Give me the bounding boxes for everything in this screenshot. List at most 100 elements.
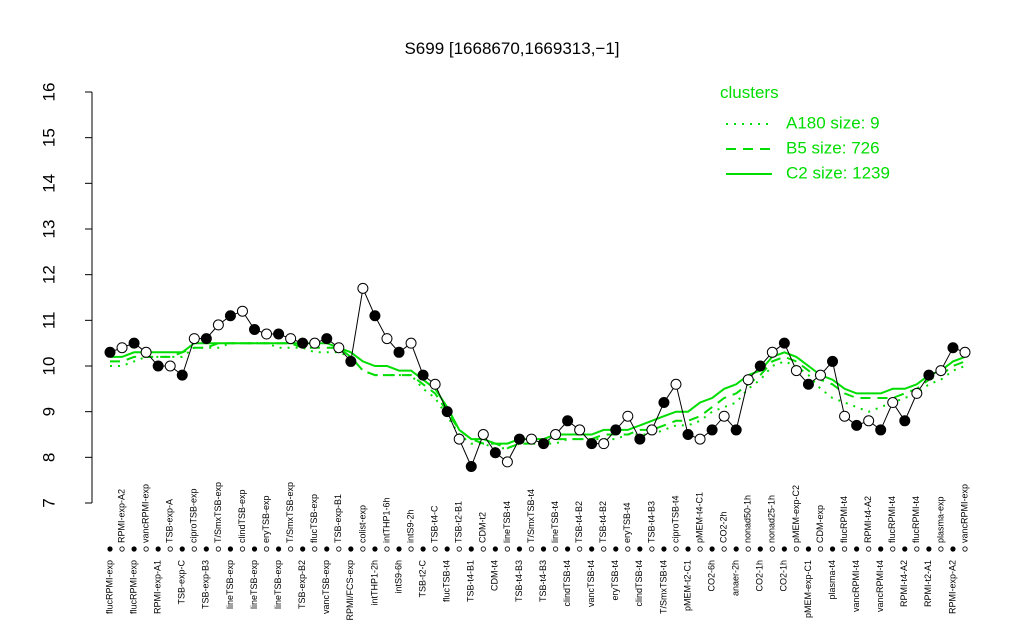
x-tick-label: TSB-exp-B3	[201, 560, 211, 609]
rug-dot	[625, 546, 631, 552]
x-tick-label: flucRPMI-t4	[839, 496, 849, 543]
data-point	[646, 424, 658, 436]
y-tick-label: 7	[39, 498, 58, 507]
y-tick-label: 12	[39, 265, 58, 284]
x-tick-label: TSB-t4-B3	[646, 501, 656, 543]
rug-dot	[841, 546, 848, 552]
x-tick-label: T/SmxTSB-t4	[658, 560, 668, 614]
rug-dot	[962, 546, 968, 552]
x-tick-label: vancTSB-exp	[321, 560, 331, 614]
rug-dot	[504, 546, 510, 552]
y-tick-label: 10	[39, 357, 58, 376]
data-point	[839, 410, 851, 422]
x-tick-label: pMEM-exp-C1	[803, 560, 813, 618]
x-tick-label: eryTSB-exp	[261, 495, 271, 543]
rug-dot	[227, 546, 234, 552]
data-point	[128, 337, 140, 349]
data-point	[453, 433, 465, 445]
x-tick-label: flucTSB-t4	[442, 560, 452, 602]
rug-dot	[854, 546, 860, 552]
rug-dot	[866, 546, 872, 552]
rug-dot	[516, 546, 523, 552]
x-tick-label: lineTSB-t4	[550, 501, 560, 543]
x-tick-label: TSB-t4-B2	[574, 501, 584, 543]
rug-dot	[167, 546, 173, 552]
rug-dot	[733, 546, 739, 552]
data-point	[236, 305, 248, 317]
rug-dot	[251, 546, 258, 552]
x-tick-label: nonad50-1h	[743, 495, 753, 543]
x-tick-label: plasma-t4	[827, 560, 837, 600]
data-point	[911, 387, 923, 399]
data-point	[694, 433, 706, 445]
data-point	[851, 419, 863, 431]
rug-dot	[119, 546, 125, 552]
data-point	[814, 369, 826, 381]
data-point	[249, 323, 261, 335]
x-tick-label: TSB-t2-C	[417, 560, 427, 598]
x-tick-label: ciproTSB-exp	[189, 488, 199, 543]
x-tick-label: vancRPMI-exp	[141, 484, 151, 543]
data-point	[634, 433, 646, 445]
rug-dot	[817, 546, 824, 552]
rug-dot	[661, 546, 667, 552]
x-tick-label: colist-exp	[357, 505, 367, 543]
data-point	[754, 360, 766, 372]
x-tick-label: ciproTSB-t4	[670, 495, 680, 543]
data-point	[429, 378, 441, 390]
x-tick-label: flucRPMI-t4	[911, 496, 921, 543]
data-point	[273, 328, 285, 340]
data-point	[802, 378, 814, 390]
data-point	[393, 346, 405, 358]
x-tick-label: CO2-6h	[706, 560, 716, 592]
data-point	[682, 429, 694, 440]
data-point	[899, 415, 911, 427]
rug-dot	[829, 546, 836, 552]
x-tick-label: lineTSB-exp	[225, 560, 235, 609]
rug-dot	[890, 546, 896, 552]
rug-dot	[300, 546, 306, 552]
rug-dot	[408, 546, 414, 552]
data-point	[513, 433, 525, 445]
rug-dot	[480, 546, 486, 552]
rug-dot	[420, 546, 426, 552]
data-point	[104, 346, 116, 358]
x-tick-label: RPMI/FCS-exp	[345, 560, 355, 621]
x-tick-label: plasma-exp	[935, 496, 945, 543]
rug-dot	[757, 546, 763, 552]
x-tick-label: T/SmxTSB-exp	[285, 482, 295, 543]
data-point	[959, 346, 971, 358]
x-tick-label: clindTSB-t4	[562, 560, 572, 607]
rug-dot	[589, 546, 595, 552]
x-tick-label: vancRPMI-exp	[959, 484, 969, 543]
x-tick-label: RPMI-exp-A2	[116, 489, 126, 543]
data-point	[538, 438, 550, 450]
rug-dot	[601, 546, 607, 552]
data-point	[188, 333, 200, 345]
rug-dot	[685, 546, 691, 552]
data-point	[730, 424, 742, 436]
rug-dot	[528, 546, 535, 552]
x-tick-label: CDM-exp	[815, 505, 825, 543]
data-point	[610, 424, 622, 436]
x-tick-label: CO2-1h	[755, 560, 765, 592]
rug-dot	[878, 546, 884, 552]
x-tick-label: TSB-exp-C	[177, 560, 187, 605]
data-point	[116, 342, 128, 354]
rug-dot	[781, 546, 787, 552]
data-point	[766, 346, 778, 358]
x-tick-label: intTHP1-6h	[381, 497, 391, 543]
x-tick-label: T/SmxTSB-exp	[213, 482, 223, 543]
x-tick-label: intS9-6h	[393, 560, 403, 594]
data-point	[550, 429, 562, 440]
rug-dot	[275, 546, 282, 552]
data-point	[622, 410, 634, 422]
x-tick-label: TSB-t4-C	[430, 505, 440, 543]
data-point	[875, 424, 887, 436]
x-tick-label: eryTSB-t4	[610, 560, 620, 601]
rug-dot	[950, 546, 956, 552]
rug-dot	[492, 546, 498, 552]
x-tick-label: TSB-t4-B3	[538, 560, 548, 602]
rug-dot	[468, 546, 474, 552]
x-tick-label: TSB-t4-B3	[514, 560, 524, 602]
